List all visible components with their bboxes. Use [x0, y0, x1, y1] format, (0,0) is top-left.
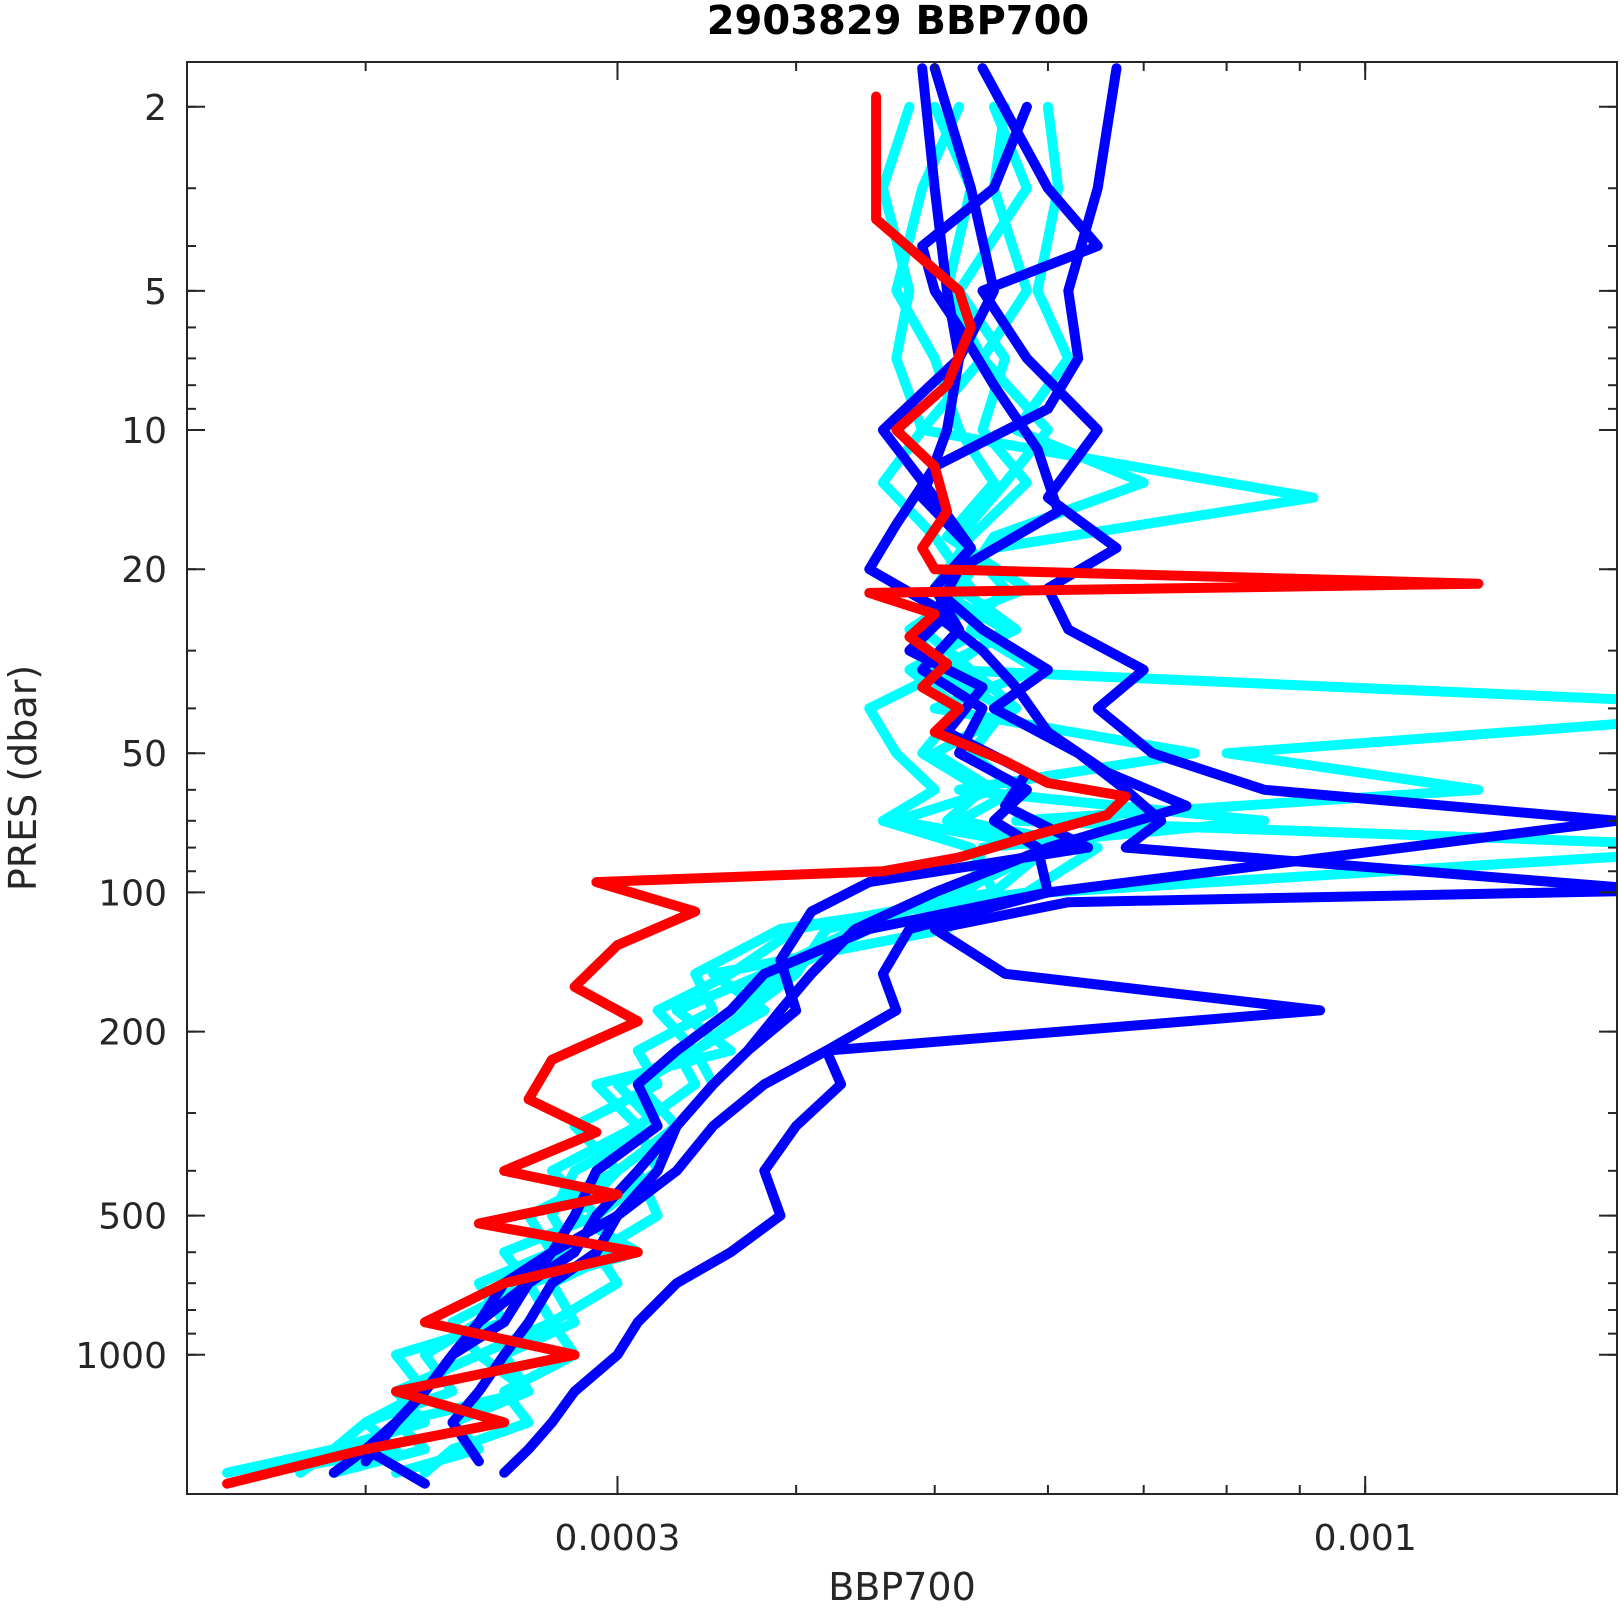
y-tick-label: 1000 [75, 1336, 167, 1377]
y-axis-title: PRES (dbar) [1, 665, 45, 891]
chart-title: 2903829 BBP700 [707, 0, 1090, 44]
x-tick-label: 0.001 [1314, 1518, 1417, 1559]
profile-line-12 [222, 91, 1484, 1489]
y-tick-label: 2 [144, 88, 167, 129]
y-tick-label: 50 [121, 734, 167, 775]
y-tick-label: 500 [98, 1197, 167, 1238]
profile-line-8 [499, 63, 1617, 1478]
x-tick-label: 0.0003 [554, 1518, 680, 1559]
series-layer [222, 63, 1617, 1489]
plot-frame [186, 61, 1618, 1495]
y-tick-label: 200 [98, 1013, 167, 1054]
x-axis-title: BBP700 [828, 1565, 976, 1609]
profile-line-9 [328, 63, 1122, 1478]
y-tick-label: 20 [121, 550, 167, 591]
y-tick-label: 5 [144, 272, 167, 313]
y-tick-label: 100 [98, 873, 167, 914]
ticks-layer: 0.0003 0.001 2 5 10 20 50 100 200 500 1000 [75, 62, 1617, 1559]
y-tick-label: 10 [121, 411, 167, 452]
profile-line-10 [447, 101, 1192, 1467]
